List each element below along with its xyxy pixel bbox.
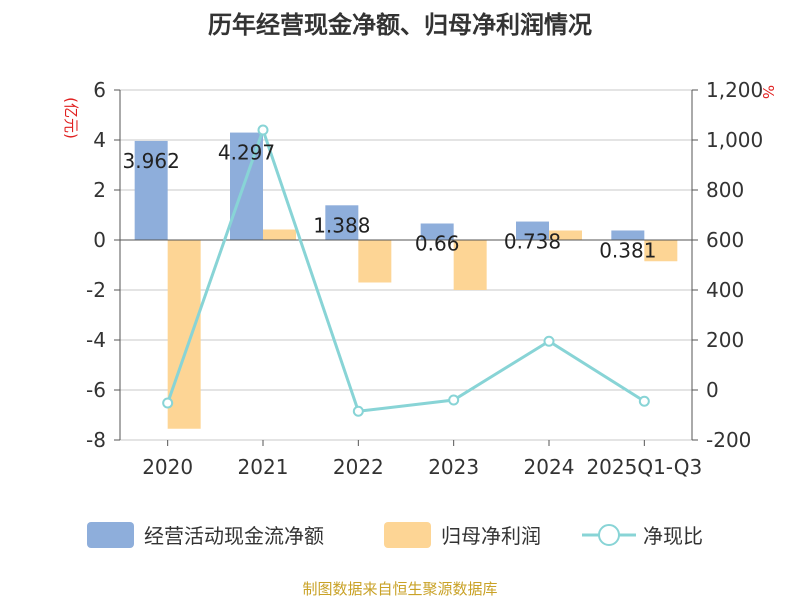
legend-swatch-profit xyxy=(384,522,431,548)
left-tick-label: 4 xyxy=(93,128,106,152)
right-tick-label: 0 xyxy=(706,378,719,402)
left-tick-label: 0 xyxy=(93,228,106,252)
x-tick-label: 2021 xyxy=(238,455,289,479)
x-tick-label: 2023 xyxy=(428,455,479,479)
left-tick-label: -6 xyxy=(86,378,106,402)
left-tick-label: -2 xyxy=(86,278,106,302)
source-footer: 制图数据来自恒生聚源数据库 xyxy=(302,580,497,598)
data-labels: 3.962 4.297 1.388 0.66 0.738 0.381 xyxy=(123,141,657,263)
ratio-point xyxy=(162,397,174,409)
bar-net-profit xyxy=(549,230,582,240)
left-tick-label: -4 xyxy=(86,328,106,352)
bar-cash-flow xyxy=(325,205,359,240)
left-tick-label: 6 xyxy=(93,78,106,102)
chart-title: 历年经营现金净额、归母净利润情况 xyxy=(208,11,592,39)
bar-net-profit xyxy=(644,240,678,262)
x-tick-label: 2020 xyxy=(142,455,193,479)
ratio-line-path xyxy=(166,125,646,413)
legend-label-ratio: 净现比 xyxy=(643,524,703,548)
legend-marker-ratio xyxy=(598,524,620,546)
grid-lines xyxy=(120,89,692,441)
data-label-cash-flow: 3.962 xyxy=(123,149,180,173)
data-label-cash-flow: 0.738 xyxy=(504,230,561,254)
x-tick-label: 2025Q1-Q3 xyxy=(586,455,702,479)
legend-label-cash: 经营活动现金流净额 xyxy=(144,524,324,548)
ratio-point xyxy=(543,335,555,347)
bar-net-profit xyxy=(263,229,296,240)
legend-label-profit: 归母净利润 xyxy=(441,524,541,548)
axes: -8 -6 -4 -2 0 2 4 6 -200 0 200 400 600 800 1,000 1,200 2… xyxy=(86,78,763,479)
data-label-cash-flow: 4.297 xyxy=(218,141,275,165)
bar-net-profit xyxy=(358,240,392,283)
ratio-point xyxy=(448,394,460,406)
bar-cash-flow xyxy=(230,132,263,240)
right-tick-label: -200 xyxy=(706,428,751,452)
ratio-point xyxy=(257,124,269,136)
right-tick-label: 1,000 xyxy=(706,128,763,152)
right-tick-label: 600 xyxy=(706,228,744,252)
ratio-point xyxy=(638,395,650,407)
data-label-cash-flow: 0.66 xyxy=(415,232,460,256)
x-tick-label: 2022 xyxy=(333,455,384,479)
right-tick-label: 800 xyxy=(706,178,744,202)
bar-net-profit xyxy=(453,240,487,290)
right-tick-label: 200 xyxy=(706,328,744,352)
left-tick-label: -8 xyxy=(86,428,106,452)
legend-swatch-cash xyxy=(87,522,134,548)
right-axis-unit: % xyxy=(759,85,777,99)
bar-cash-flow xyxy=(516,221,549,240)
bar-net-profit xyxy=(167,240,201,429)
ratio-line xyxy=(162,124,650,417)
data-label-cash-flow: 0.381 xyxy=(599,238,656,262)
legend: 经营活动现金流净额 归母净利润 净现比 xyxy=(87,522,703,548)
left-axis-unit: (亿元) xyxy=(62,97,80,139)
ratio-point xyxy=(352,405,364,417)
bar-cash-flow xyxy=(420,223,454,240)
bars xyxy=(134,132,678,429)
bar-cash-flow xyxy=(134,140,168,240)
right-tick-label: 400 xyxy=(706,278,744,302)
data-label-cash-flow: 1.388 xyxy=(313,213,370,237)
bar-cash-flow xyxy=(611,230,645,240)
x-tick-label: 2024 xyxy=(524,455,575,479)
left-tick-label: 2 xyxy=(93,178,106,202)
right-tick-label: 1,200 xyxy=(706,78,763,102)
